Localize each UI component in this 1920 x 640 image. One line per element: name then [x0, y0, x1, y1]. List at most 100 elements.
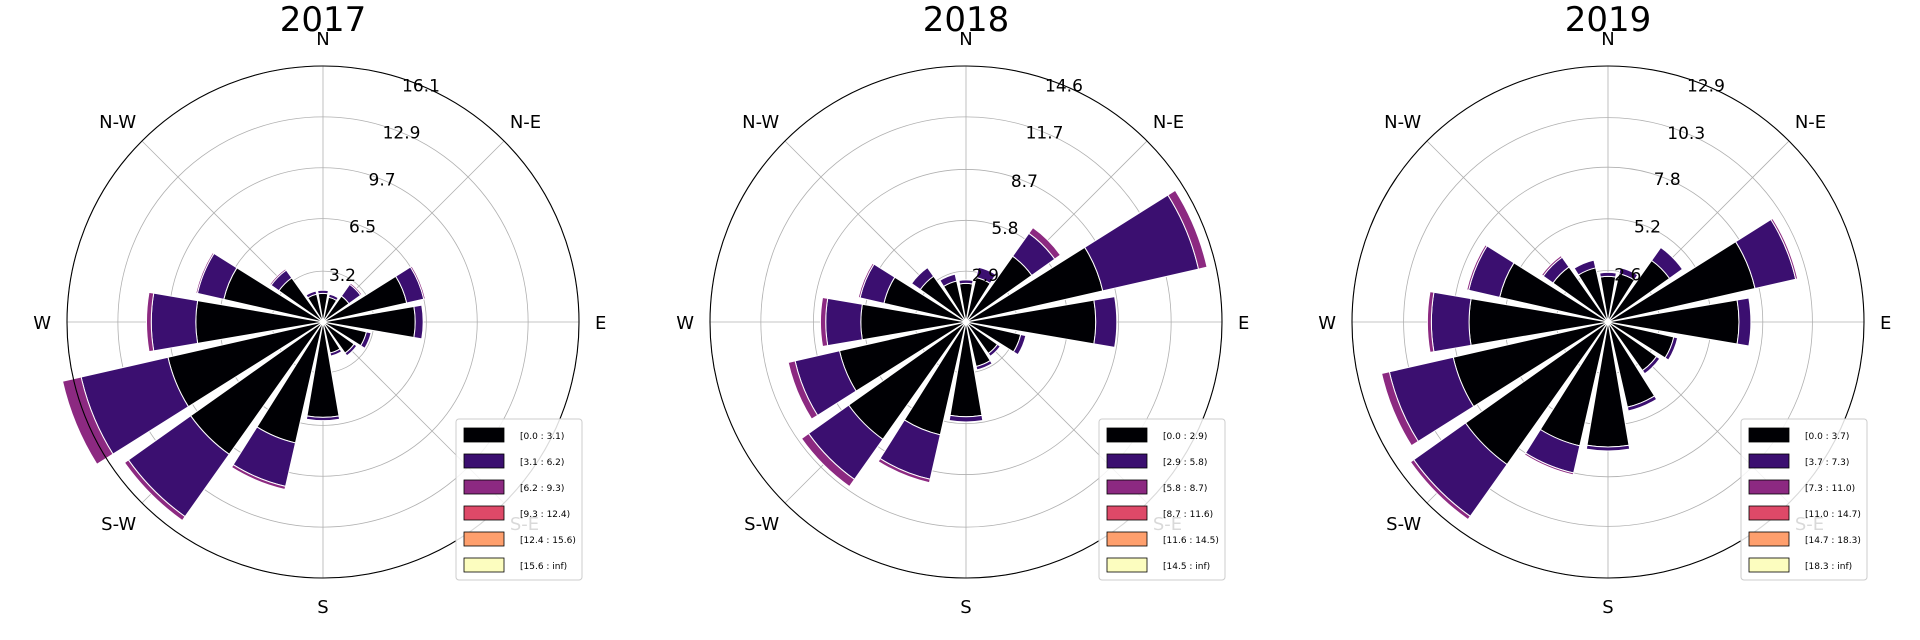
outer-frame	[1351, 65, 1865, 579]
outer-frame	[709, 65, 1223, 579]
sector-bar	[123, 459, 186, 522]
ring-label: 14.6	[1045, 76, 1083, 96]
direction-label: N-E	[1795, 112, 1826, 133]
legend-label: [14.5 : inf)	[1163, 562, 1210, 572]
sector-bar	[230, 463, 287, 491]
ring-label: 7.8	[1654, 170, 1681, 190]
sector-bar	[987, 343, 1002, 358]
direction-label: N-W	[742, 112, 779, 133]
sector-bar	[359, 331, 372, 349]
legend-label: [9.3 : 12.4)	[520, 510, 570, 520]
sector-bar	[1523, 452, 1575, 476]
direction-label: W	[33, 313, 51, 334]
sector-bars	[1381, 217, 1799, 521]
direction-label: N-E	[510, 112, 541, 133]
sector-bar	[1599, 271, 1617, 278]
sector-bar	[939, 273, 958, 288]
sector-bar	[1573, 259, 1597, 276]
direction-label: W	[676, 313, 694, 334]
sector-bar	[1381, 371, 1419, 447]
sector-bar	[305, 415, 341, 422]
direction-label: N	[316, 29, 329, 50]
direction-label: S	[317, 597, 328, 618]
sector-bar	[975, 266, 997, 285]
legend-label: [11.6 : 14.5)	[1163, 536, 1219, 546]
direction-label: N	[959, 29, 972, 50]
sector-bar	[1426, 291, 1435, 353]
sector-bar	[1650, 246, 1684, 280]
direction-label: S-W	[101, 514, 136, 535]
sector-bar	[1093, 296, 1118, 348]
ring-label: 5.2	[1634, 218, 1661, 238]
sector-bar	[1466, 244, 1488, 291]
chart-title: 2019	[1565, 0, 1652, 40]
windrose-2017: 2017 3.26.59.712.916.1NN-EES-ESS-WWN-W[0…	[33, 0, 606, 618]
legend-swatch	[1748, 531, 1790, 547]
sector-bar	[1409, 458, 1471, 521]
sector-bar	[1167, 189, 1208, 270]
legend-swatch	[463, 531, 505, 547]
legend-swatch	[1748, 505, 1790, 521]
sector-bar	[195, 251, 215, 295]
legend-box	[455, 418, 583, 581]
direction-label: S-W	[1386, 514, 1421, 535]
legend-label: [12.4 : 15.6)	[520, 536, 576, 546]
sector-bar	[857, 262, 875, 299]
sector-bar	[825, 297, 863, 347]
legend-swatch	[1748, 427, 1790, 443]
legend-swatch	[1106, 505, 1148, 521]
legend-swatch	[1106, 479, 1148, 495]
ring-label: 6.5	[349, 218, 376, 238]
legend-label: [2.9 : 5.8)	[1163, 458, 1207, 468]
legend-swatch	[1106, 427, 1148, 443]
ring-label: 8.7	[1011, 172, 1038, 192]
sector-bar	[146, 291, 155, 353]
sector-bar	[1626, 395, 1658, 412]
ring-label: 10.3	[1667, 124, 1705, 144]
direction-label: S-W	[744, 514, 779, 535]
sector-bar	[328, 293, 339, 302]
legend-swatch	[463, 453, 505, 469]
sector-bar	[1540, 254, 1563, 277]
sector-bar	[1430, 291, 1472, 353]
sector-bar	[1012, 333, 1027, 356]
legend-box	[1098, 418, 1226, 581]
sector-bar	[820, 296, 829, 348]
ring-label: 11.7	[1026, 123, 1064, 143]
sector-bar	[409, 265, 426, 300]
legend-label: [15.6 : inf)	[520, 562, 567, 572]
sector-bar	[1664, 336, 1679, 361]
legend-swatch	[463, 505, 505, 521]
direction-label: N-W	[1384, 112, 1421, 133]
legend-swatch	[463, 557, 505, 573]
legend-swatch	[1748, 453, 1790, 469]
sector-bar	[1618, 267, 1639, 281]
direction-label: S	[1602, 597, 1613, 618]
legend-label: [0.0 : 2.9)	[1163, 432, 1207, 442]
legend-label: [0.0 : 3.1)	[520, 432, 564, 442]
legend-label: [3.1 : 6.2)	[520, 458, 564, 468]
sector-bars	[61, 251, 426, 522]
ring-label: 16.1	[402, 76, 440, 96]
direction-label: S	[960, 597, 971, 618]
sector-bar	[317, 289, 329, 295]
legend-swatch	[1106, 453, 1148, 469]
legend-label: [18.3 : inf)	[1805, 562, 1852, 572]
sector-bar	[1641, 355, 1661, 375]
direction-label: N-W	[99, 112, 136, 133]
sector-bar	[150, 292, 199, 352]
legend-label: [3.7 : 7.3)	[1805, 458, 1849, 468]
windrose-2019: 2019 2.65.27.810.312.9NN-EES-ESS-WWN-W[0…	[1318, 0, 1891, 618]
windrose-2018: 2018 2.95.88.711.714.6NN-EES-ESS-WWN-W[0…	[676, 0, 1249, 618]
direction-label: W	[1318, 313, 1336, 334]
legend-swatch	[1106, 557, 1148, 573]
sector-bar	[413, 304, 424, 340]
sector-bars	[787, 189, 1208, 488]
sector-bar	[1770, 217, 1799, 280]
ring-label: 2.6	[1614, 265, 1641, 285]
ring-label: 12.9	[383, 123, 421, 143]
direction-label: N-E	[1153, 112, 1184, 133]
sector-bar	[1028, 226, 1062, 260]
legend-label: [8.7 : 11.6)	[1163, 510, 1213, 520]
legend-label: [7.3 : 11.0)	[1805, 484, 1855, 494]
